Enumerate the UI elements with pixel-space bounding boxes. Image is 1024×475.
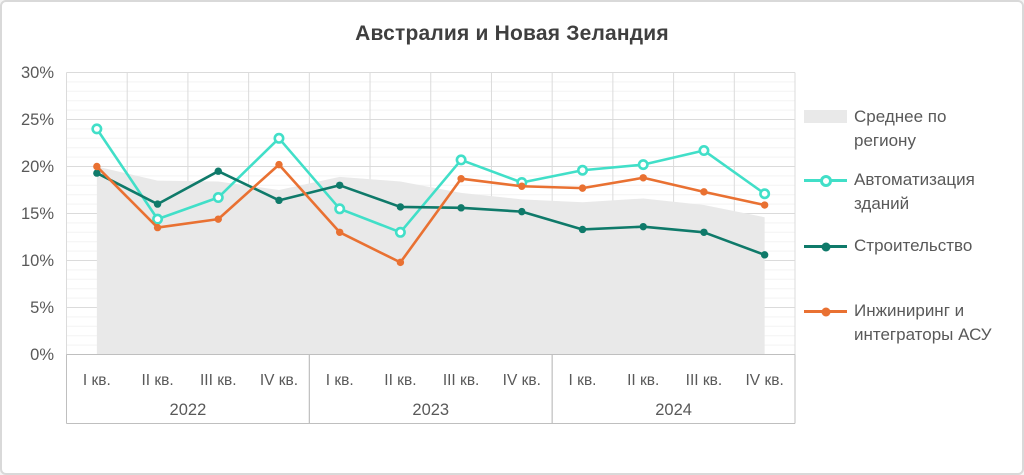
data-point (518, 182, 526, 190)
x-axis-band (66, 354, 796, 424)
data-point (396, 258, 405, 267)
line-ring-swatch (804, 174, 847, 187)
data-point (214, 167, 222, 175)
legend-label: Автоматизация зданий (854, 168, 1020, 216)
data-point (214, 215, 222, 223)
area-swatch (804, 110, 847, 123)
data-point (334, 203, 346, 215)
legend-label-line: Инжиниринг и (854, 301, 965, 320)
area-series-average-region (96, 166, 765, 355)
data-point (700, 188, 708, 196)
svg-text:2024: 2024 (655, 401, 692, 419)
data-point (335, 228, 344, 236)
line-series-0 (91, 123, 771, 238)
legend-label-line: Среднее по (854, 107, 947, 126)
legend-label-line: Автоматизация (854, 170, 975, 189)
data-point (93, 169, 101, 177)
svg-text:III кв.: III кв. (200, 372, 237, 389)
data-point (698, 145, 710, 157)
legend-label-line: региону (854, 131, 916, 150)
data-point (577, 164, 589, 176)
x-axis-year-labels: 2022 2023 2024 (170, 401, 692, 419)
legend-item-construction: Строительство (804, 234, 1020, 258)
legend-item-average-region: Среднее по региону (804, 105, 1020, 153)
data-point (639, 222, 647, 231)
line-dot-swatch (804, 242, 847, 251)
svg-text:I кв.: I кв. (83, 372, 111, 389)
data-point (273, 132, 285, 144)
line-dot-swatch (804, 307, 847, 316)
data-point (700, 228, 708, 236)
data-point (455, 154, 467, 166)
data-point (394, 226, 406, 238)
svg-text:2022: 2022 (170, 401, 207, 419)
legend-label-line: интеграторы АСУ (854, 325, 992, 344)
svg-text:II кв.: II кв. (384, 372, 416, 389)
data-point (212, 192, 224, 204)
data-point (396, 203, 405, 211)
svg-text:II кв.: II кв. (141, 372, 173, 389)
data-point (760, 201, 769, 209)
svg-text:5%: 5% (30, 299, 54, 317)
data-point (518, 207, 526, 216)
data-point (457, 175, 465, 183)
data-point (578, 184, 587, 192)
dot-marker-icon (821, 307, 830, 316)
data-point (275, 196, 283, 205)
svg-text:10%: 10% (21, 252, 54, 270)
legend-label-line: Строительство (854, 236, 973, 255)
data-point (153, 223, 162, 232)
data-point (153, 200, 162, 208)
line-series-2 (93, 160, 769, 267)
legend-label: Среднее по региону (854, 105, 1020, 153)
data-point (457, 204, 465, 212)
legend-label: Строительство (854, 234, 1020, 258)
data-point (639, 174, 647, 182)
svg-text:15%: 15% (21, 205, 54, 223)
data-point (152, 213, 164, 225)
svg-text:30%: 30% (21, 64, 54, 82)
svg-text:IV кв.: IV кв. (260, 372, 298, 389)
legend-label: Инжиниринг и интеграторы АСУ (854, 299, 1020, 347)
chart-title: Австралия и Новая Зеландия (355, 22, 669, 45)
data-point (275, 160, 283, 169)
data-point (760, 251, 769, 259)
svg-text:III кв.: III кв. (443, 372, 480, 389)
svg-text:II кв.: II кв. (627, 372, 659, 389)
svg-text:2023: 2023 (412, 401, 449, 419)
legend-item-engineering-integrators: Инжиниринг и интеграторы АСУ (804, 299, 1020, 347)
svg-text:I кв.: I кв. (569, 372, 597, 389)
svg-text:25%: 25% (21, 111, 54, 129)
svg-text:0%: 0% (30, 346, 54, 364)
ring-marker-icon (819, 174, 832, 187)
y-axis-labels: 0% 5% 10% 15% 20% 25% 30% (21, 64, 54, 364)
legend-item-building-automation: Автоматизация зданий (804, 168, 1020, 216)
data-point (335, 181, 344, 189)
line-series-1 (93, 167, 769, 259)
dot-marker-icon (821, 242, 830, 251)
data-point (759, 188, 771, 200)
data-point (578, 225, 587, 234)
data-point (93, 162, 101, 171)
legend-label-line: зданий (854, 194, 910, 213)
svg-text:IV кв.: IV кв. (746, 372, 784, 389)
data-point (91, 123, 103, 135)
svg-text:III кв.: III кв. (686, 372, 723, 389)
svg-text:I кв.: I кв. (326, 372, 354, 389)
data-point (637, 159, 649, 171)
svg-text:IV кв.: IV кв. (503, 372, 541, 389)
x-axis-quarter-labels: I кв. II кв. III кв. IV кв. I кв. II кв. III к… (83, 372, 784, 389)
svg-text:20%: 20% (21, 158, 54, 176)
